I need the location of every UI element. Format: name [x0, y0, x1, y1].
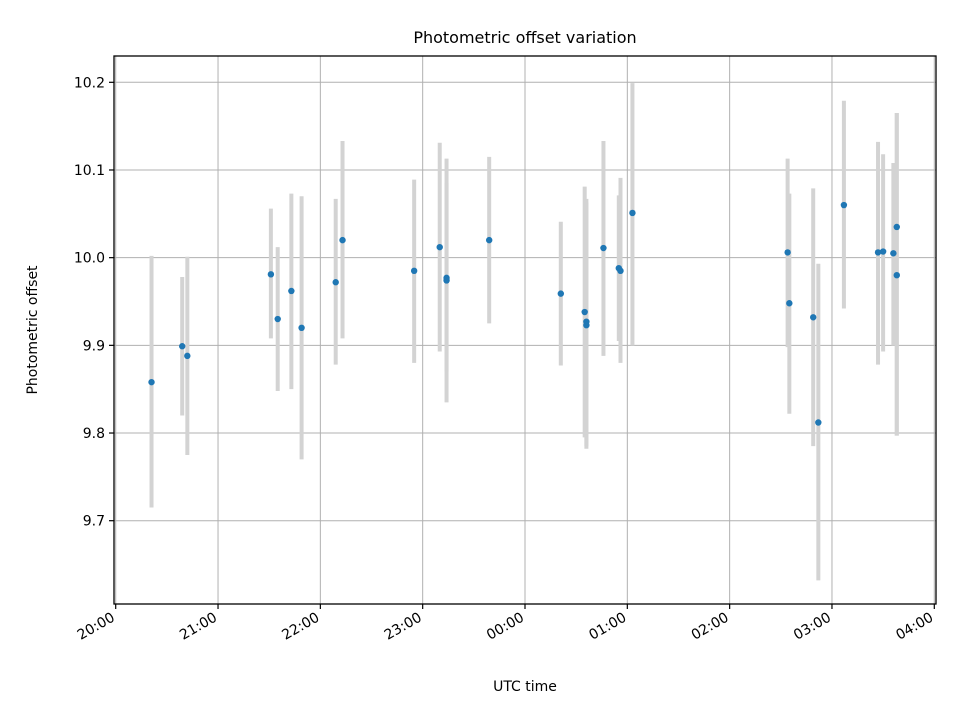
- data-point: [410, 267, 418, 275]
- data-point: [298, 324, 305, 332]
- y-tick-label: 10.0: [74, 251, 105, 267]
- data-point: [629, 209, 636, 217]
- chart-title: Photometric offset variation: [413, 28, 636, 47]
- data-point: [274, 315, 281, 323]
- data-point: [436, 243, 443, 251]
- data-point: [893, 272, 900, 279]
- y-axis-ticks: 9.7 9.8 9.9 10.0 10.1 10.2: [74, 75, 114, 530]
- data-point: [840, 201, 848, 209]
- data-point: [874, 249, 882, 256]
- y-tick-label: 10.2: [74, 75, 105, 91]
- data-point: [810, 314, 817, 321]
- data-point: [557, 290, 565, 297]
- data-point: [893, 223, 900, 231]
- data-point: [784, 249, 791, 256]
- y-tick-label: 9.7: [83, 514, 105, 530]
- data-point: [617, 267, 624, 275]
- data-point: [485, 236, 493, 244]
- grid-lines: [114, 56, 936, 604]
- data-point: [179, 343, 186, 350]
- data-point: [332, 279, 339, 286]
- y-axis-label: Photometric offset: [25, 265, 41, 395]
- y-tick-label: 9.9: [83, 338, 105, 354]
- data-point: [267, 271, 275, 278]
- data-point: [583, 321, 590, 329]
- data-point: [443, 274, 450, 282]
- data-point: [288, 287, 295, 295]
- data-point: [879, 248, 887, 255]
- y-tick-label: 10.1: [74, 163, 105, 179]
- data-point: [581, 308, 588, 316]
- data-point: [600, 244, 607, 252]
- y-tick-label: 9.8: [83, 426, 105, 442]
- data-point: [786, 300, 793, 307]
- data-point: [890, 250, 897, 257]
- data-point: [184, 352, 191, 360]
- data-points: [148, 201, 900, 426]
- data-point: [148, 378, 155, 386]
- data-point: [815, 419, 822, 426]
- data-point: [339, 236, 346, 244]
- x-axis-label: UTC time: [493, 679, 557, 695]
